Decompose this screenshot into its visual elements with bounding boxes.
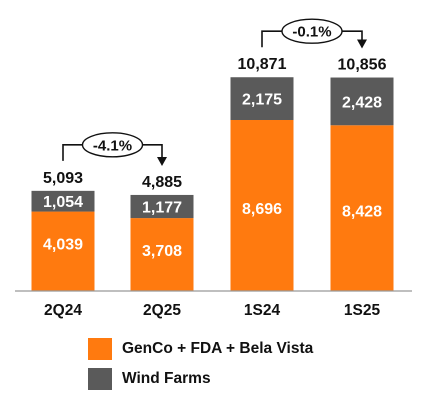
label-wind-2Q25: 1,177 [142,200,182,217]
annotation-arrow-0 [157,156,167,166]
x-tick-1S24: 1S24 [244,302,281,319]
legend-label-wind-farms: Wind Farms [122,370,211,387]
x-tick-1S25: 1S25 [344,302,381,319]
label-total-1S25: 10,856 [338,57,387,74]
annotation-bubble-0 [81,132,144,158]
bar-wind-2Q25 [130,194,194,219]
bar-genco-1S25 [330,125,394,291]
bar-genco-2Q24 [31,211,95,291]
bar-genco-2Q25 [130,218,194,291]
annotation-arrow-1 [357,39,367,49]
bar-genco-1S24 [230,120,294,291]
x-tick-2Q24: 2Q24 [44,302,82,319]
label-total-1S24: 10,871 [238,56,287,73]
label-genco-2Q25: 3,708 [142,243,182,260]
bar-wind-1S25 [330,77,394,126]
label-genco-1S24: 8,696 [242,201,282,218]
legend-item-wind-farms: Wind Farms [88,368,211,390]
bar-wind-1S24 [230,77,294,120]
label-total-2Q24: 5,093 [43,170,83,187]
annotation-text-0: -4.1% [93,137,132,154]
label-genco-2Q24: 4,039 [43,237,83,254]
x-tick-2Q25: 2Q25 [143,302,181,319]
bar-wind-2Q24 [31,190,95,212]
label-wind-1S24: 2,175 [242,92,282,109]
legend-label-genco: GenCo + FDA + Bela Vista [122,340,314,357]
legend-item-genco: GenCo + FDA + Bela Vista [88,338,313,360]
legend-swatch-genco [88,338,112,360]
legend-swatch-wind-farms [88,368,112,390]
label-total-2Q25: 4,885 [142,174,182,191]
label-wind-1S25: 2,428 [342,94,382,111]
annotation-text-1: -0.1% [292,24,331,41]
annotation-bubble-1 [281,18,343,44]
label-wind-2Q24: 1,054 [43,194,83,211]
label-genco-1S25: 8,428 [342,203,382,220]
